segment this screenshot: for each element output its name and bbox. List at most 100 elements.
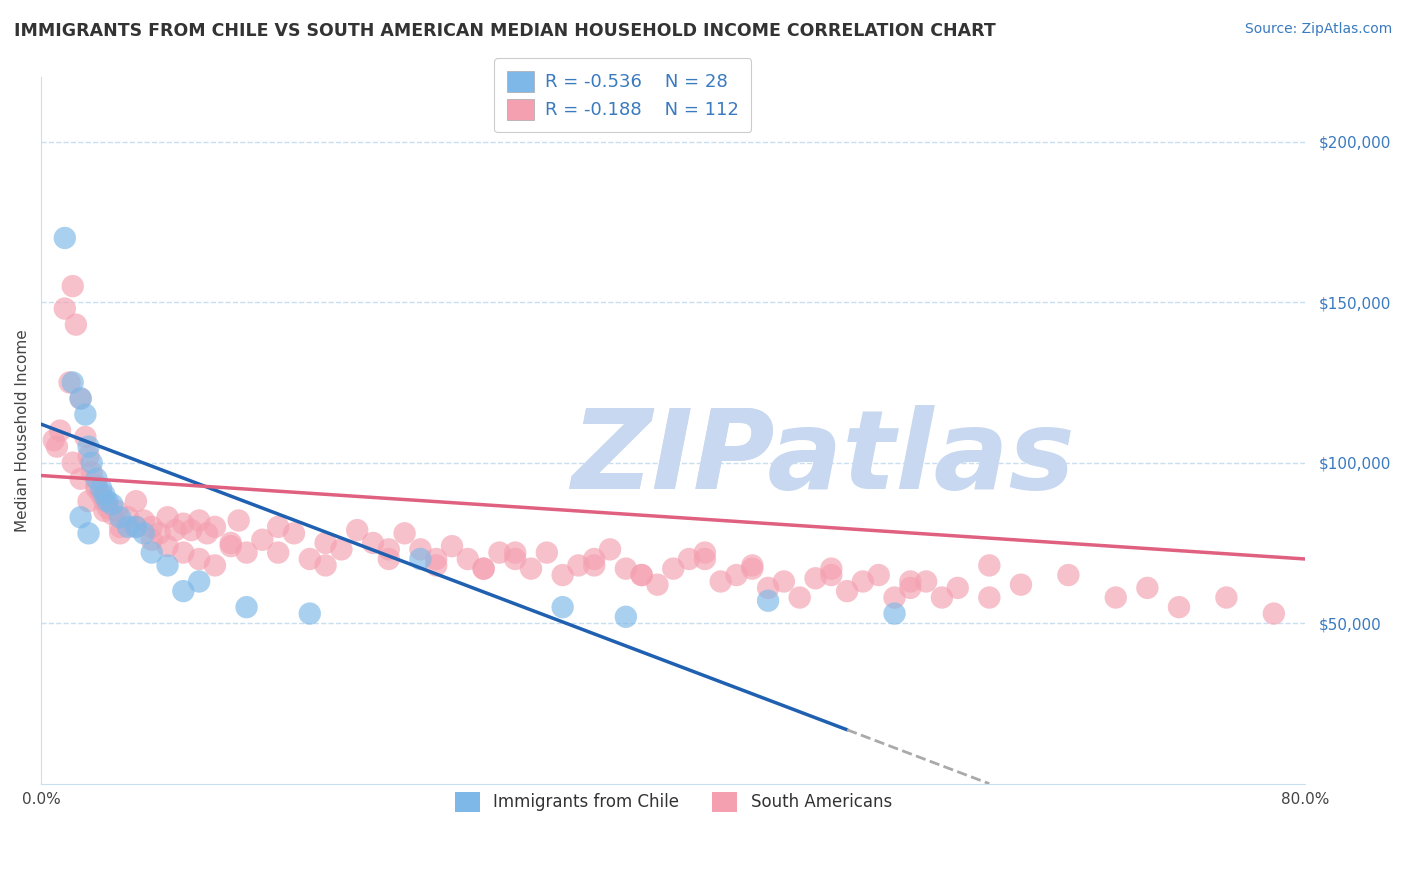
- Point: [156, 539, 179, 553]
- Point: [77, 494, 100, 508]
- Point: [678, 552, 700, 566]
- Point: [820, 568, 842, 582]
- Point: [599, 542, 621, 557]
- Point: [235, 600, 257, 615]
- Point: [394, 526, 416, 541]
- Point: [551, 600, 574, 615]
- Point: [804, 571, 827, 585]
- Text: Source: ZipAtlas.com: Source: ZipAtlas.com: [1244, 22, 1392, 37]
- Point: [141, 545, 163, 559]
- Point: [425, 552, 447, 566]
- Text: ZIPatlas: ZIPatlas: [572, 405, 1076, 512]
- Point: [108, 526, 131, 541]
- Point: [105, 504, 128, 518]
- Point: [1057, 568, 1080, 582]
- Point: [172, 584, 194, 599]
- Point: [53, 231, 76, 245]
- Point: [409, 552, 432, 566]
- Point: [630, 568, 652, 582]
- Point: [96, 494, 118, 508]
- Point: [773, 574, 796, 589]
- Point: [96, 500, 118, 515]
- Point: [132, 513, 155, 527]
- Point: [75, 430, 97, 444]
- Point: [503, 552, 526, 566]
- Point: [86, 472, 108, 486]
- Point: [1263, 607, 1285, 621]
- Point: [172, 516, 194, 531]
- Point: [298, 607, 321, 621]
- Point: [1136, 581, 1159, 595]
- Point: [457, 552, 479, 566]
- Point: [741, 561, 763, 575]
- Point: [195, 526, 218, 541]
- Point: [756, 581, 779, 595]
- Point: [789, 591, 811, 605]
- Point: [235, 545, 257, 559]
- Point: [551, 568, 574, 582]
- Point: [693, 552, 716, 566]
- Point: [77, 526, 100, 541]
- Point: [149, 526, 172, 541]
- Point: [180, 523, 202, 537]
- Point: [346, 523, 368, 537]
- Point: [49, 424, 72, 438]
- Point: [125, 494, 148, 508]
- Point: [141, 520, 163, 534]
- Point: [77, 450, 100, 464]
- Point: [472, 561, 495, 575]
- Point: [725, 568, 748, 582]
- Point: [1105, 591, 1128, 605]
- Point: [117, 510, 139, 524]
- Point: [979, 591, 1001, 605]
- Point: [425, 558, 447, 573]
- Legend: Immigrants from Chile, South Americans: Immigrants from Chile, South Americans: [441, 779, 905, 825]
- Point: [835, 584, 858, 599]
- Point: [219, 536, 242, 550]
- Point: [156, 510, 179, 524]
- Point: [883, 607, 905, 621]
- Point: [440, 539, 463, 553]
- Point: [315, 558, 337, 573]
- Point: [378, 542, 401, 557]
- Point: [228, 513, 250, 527]
- Point: [536, 545, 558, 559]
- Point: [630, 568, 652, 582]
- Point: [503, 545, 526, 559]
- Point: [614, 609, 637, 624]
- Point: [58, 376, 80, 390]
- Point: [267, 520, 290, 534]
- Point: [69, 392, 91, 406]
- Point: [915, 574, 938, 589]
- Point: [141, 533, 163, 547]
- Point: [298, 552, 321, 566]
- Point: [852, 574, 875, 589]
- Point: [69, 392, 91, 406]
- Point: [204, 558, 226, 573]
- Point: [90, 488, 112, 502]
- Point: [75, 408, 97, 422]
- Point: [898, 574, 921, 589]
- Point: [125, 520, 148, 534]
- Point: [69, 510, 91, 524]
- Point: [219, 539, 242, 553]
- Point: [45, 440, 67, 454]
- Point: [488, 545, 510, 559]
- Point: [86, 478, 108, 492]
- Point: [80, 466, 103, 480]
- Point: [946, 581, 969, 595]
- Point: [188, 574, 211, 589]
- Point: [80, 456, 103, 470]
- Point: [93, 504, 115, 518]
- Point: [1215, 591, 1237, 605]
- Point: [267, 545, 290, 559]
- Point: [361, 536, 384, 550]
- Point: [90, 482, 112, 496]
- Point: [1010, 577, 1032, 591]
- Point: [42, 434, 65, 448]
- Point: [756, 593, 779, 607]
- Point: [252, 533, 274, 547]
- Point: [283, 526, 305, 541]
- Point: [330, 542, 353, 557]
- Point: [1168, 600, 1191, 615]
